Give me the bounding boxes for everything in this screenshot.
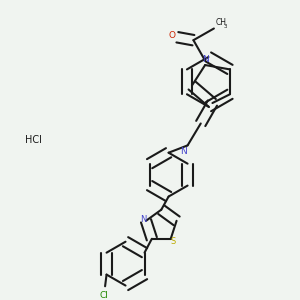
Text: 3: 3 (224, 24, 227, 29)
Text: O: O (169, 31, 176, 40)
Text: CH: CH (215, 18, 226, 27)
Text: N: N (140, 215, 146, 224)
Text: Cl: Cl (100, 291, 109, 300)
Text: N: N (202, 55, 208, 64)
Text: HCl: HCl (25, 135, 41, 145)
Text: S: S (170, 237, 176, 246)
Text: N: N (180, 147, 187, 156)
